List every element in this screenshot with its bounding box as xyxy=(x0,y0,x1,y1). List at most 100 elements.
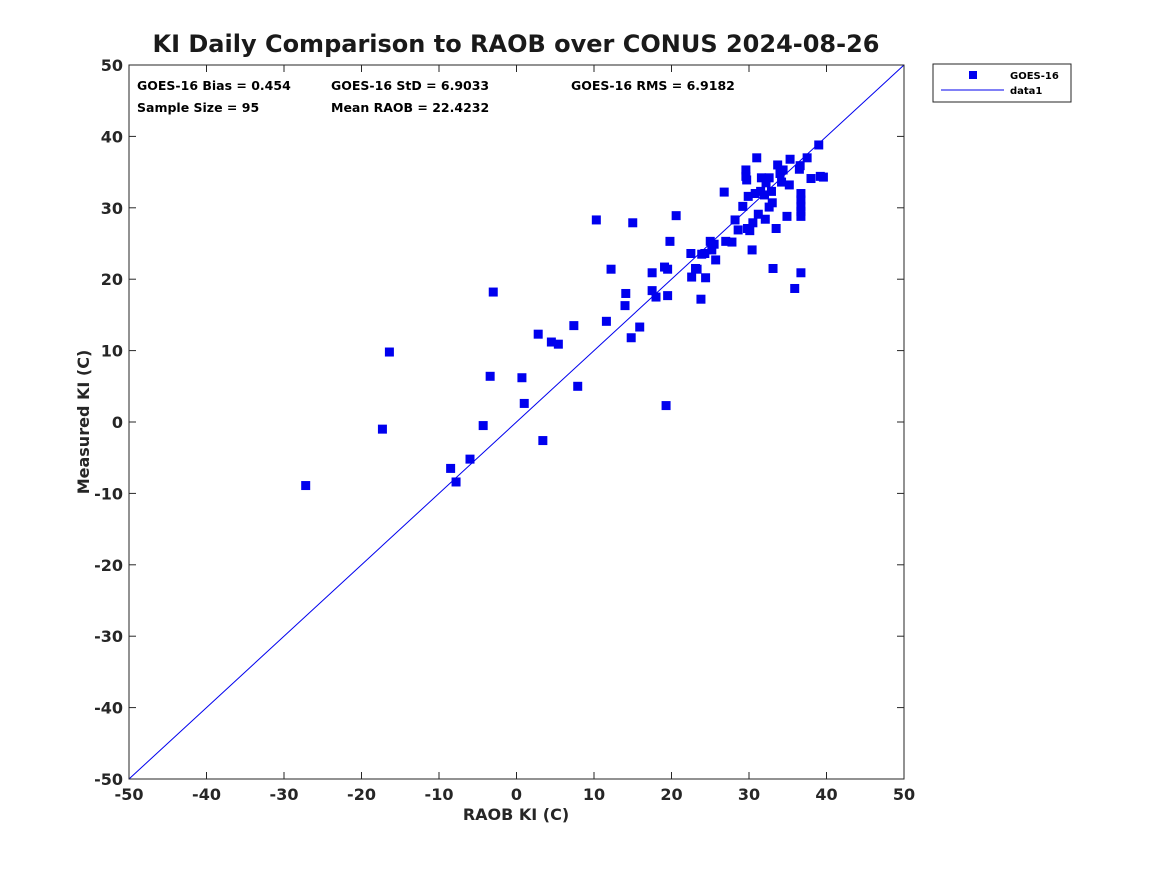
reference-line-layer xyxy=(128,64,905,780)
scatter-point xyxy=(451,477,461,487)
scatter-point xyxy=(465,454,475,464)
scatter-point xyxy=(553,339,563,349)
scatter-point xyxy=(778,165,788,175)
scatter-point xyxy=(626,333,636,343)
scatter-point xyxy=(446,463,456,473)
scatter-point xyxy=(485,371,495,381)
y-tick-label: -30 xyxy=(94,627,123,646)
stat-mean-raob: Mean RAOB = 22.4232 xyxy=(331,100,489,115)
scatter-point xyxy=(573,381,583,391)
scatter-point xyxy=(709,239,719,249)
y-tick-label: 20 xyxy=(101,270,123,289)
y-tick-label: 50 xyxy=(101,56,123,75)
scatter-point xyxy=(747,245,757,255)
scatter-point xyxy=(620,301,630,311)
scatter-point xyxy=(519,398,529,408)
scatter-point xyxy=(741,165,751,175)
scatter-point xyxy=(796,201,806,211)
scatter-point xyxy=(663,291,673,301)
scatter-point xyxy=(745,226,755,236)
scatter-point xyxy=(742,175,752,185)
scatter-point xyxy=(478,421,488,431)
scatter-point xyxy=(647,286,657,296)
x-tick-label: -40 xyxy=(192,785,221,804)
legend-label-goes16: GOES-16 xyxy=(1010,71,1059,82)
scatter-point xyxy=(301,481,311,491)
stat-bias: GOES-16 Bias = 0.454 xyxy=(137,78,291,93)
scatter-point xyxy=(517,373,527,383)
y-tick-label: 0 xyxy=(112,413,123,432)
y-axis-label: Measured KI (C) xyxy=(74,350,93,495)
x-tick-label: 30 xyxy=(738,785,760,804)
scatter-point xyxy=(628,218,638,228)
scatter-point xyxy=(761,178,771,188)
scatter-point xyxy=(768,263,778,273)
scatter-point xyxy=(748,218,758,228)
stat-sample-size: Sample Size = 95 xyxy=(137,100,259,115)
scatter-point xyxy=(753,209,763,219)
scatter-point xyxy=(738,201,748,211)
y-tick-label: 10 xyxy=(101,342,123,361)
scatter-point xyxy=(663,264,673,274)
legend-square-marker-icon xyxy=(969,71,977,79)
scatter-point xyxy=(687,272,697,282)
x-tick-label: -20 xyxy=(347,785,376,804)
scatter-point xyxy=(802,153,812,163)
scatter-point xyxy=(665,236,675,246)
scatter-point xyxy=(538,436,548,446)
scatter-point xyxy=(796,189,806,199)
y-tick-label: 30 xyxy=(101,199,123,218)
scatter-point xyxy=(719,187,729,197)
scatter-point xyxy=(743,191,753,201)
scatter-point xyxy=(384,347,394,357)
scatter-point xyxy=(651,292,661,302)
stat-std: GOES-16 StD = 6.9033 xyxy=(331,78,489,93)
scatter-point xyxy=(790,283,800,293)
scatter-point xyxy=(767,198,777,208)
chart-title: KI Daily Comparison to RAOB over CONUS 2… xyxy=(153,30,880,58)
x-axis: -50 -40 -30 -20 -10 0 10 20 30 40 50 xyxy=(115,65,915,804)
scatter-point xyxy=(721,236,731,246)
scatter-point xyxy=(760,214,770,224)
scatter-point xyxy=(785,154,795,164)
x-tick-label: -50 xyxy=(115,785,144,804)
scatter-point xyxy=(647,268,657,278)
scatter-point xyxy=(546,337,556,347)
scatter-point xyxy=(591,215,601,225)
one-to-one-reference-line xyxy=(128,64,905,780)
stats-annotations: GOES-16 Bias = 0.454 GOES-16 StD = 6.903… xyxy=(137,78,735,115)
scatter-point xyxy=(711,255,721,265)
scatter-point xyxy=(377,424,387,434)
scatter-point xyxy=(727,237,737,247)
scatter-point xyxy=(733,225,743,235)
scatter-point xyxy=(601,316,611,326)
legend[interactable]: GOES-16 data1 xyxy=(932,63,1072,103)
x-tick-label: 0 xyxy=(511,785,522,804)
scatter-point xyxy=(756,173,766,183)
plot-area xyxy=(128,64,905,780)
scatter-point xyxy=(796,211,806,221)
x-tick-label: 10 xyxy=(583,785,605,804)
x-axis-label: RAOB KI (C) xyxy=(463,805,569,824)
scatter-point xyxy=(686,248,696,258)
x-tick-label: 20 xyxy=(660,785,682,804)
scatter-point xyxy=(796,195,806,205)
scatter-point xyxy=(701,273,711,283)
y-tick-label: -20 xyxy=(94,556,123,575)
scatter-point xyxy=(569,321,579,331)
scatter-points-layer xyxy=(301,140,828,491)
scatter-point xyxy=(771,224,781,234)
legend-label-data1: data1 xyxy=(1010,86,1042,97)
scatter-point xyxy=(533,329,543,339)
stat-rms: GOES-16 RMS = 6.9182 xyxy=(571,78,735,93)
x-tick-label: 40 xyxy=(815,785,837,804)
scatter-point xyxy=(696,294,706,304)
scatter-point xyxy=(750,189,760,199)
scatter-point xyxy=(764,173,774,183)
x-tick-label: 50 xyxy=(893,785,915,804)
scatter-point xyxy=(606,264,616,274)
x-tick-label: -30 xyxy=(270,785,299,804)
y-tick-label: -50 xyxy=(94,770,123,789)
scatter-point xyxy=(707,245,717,255)
